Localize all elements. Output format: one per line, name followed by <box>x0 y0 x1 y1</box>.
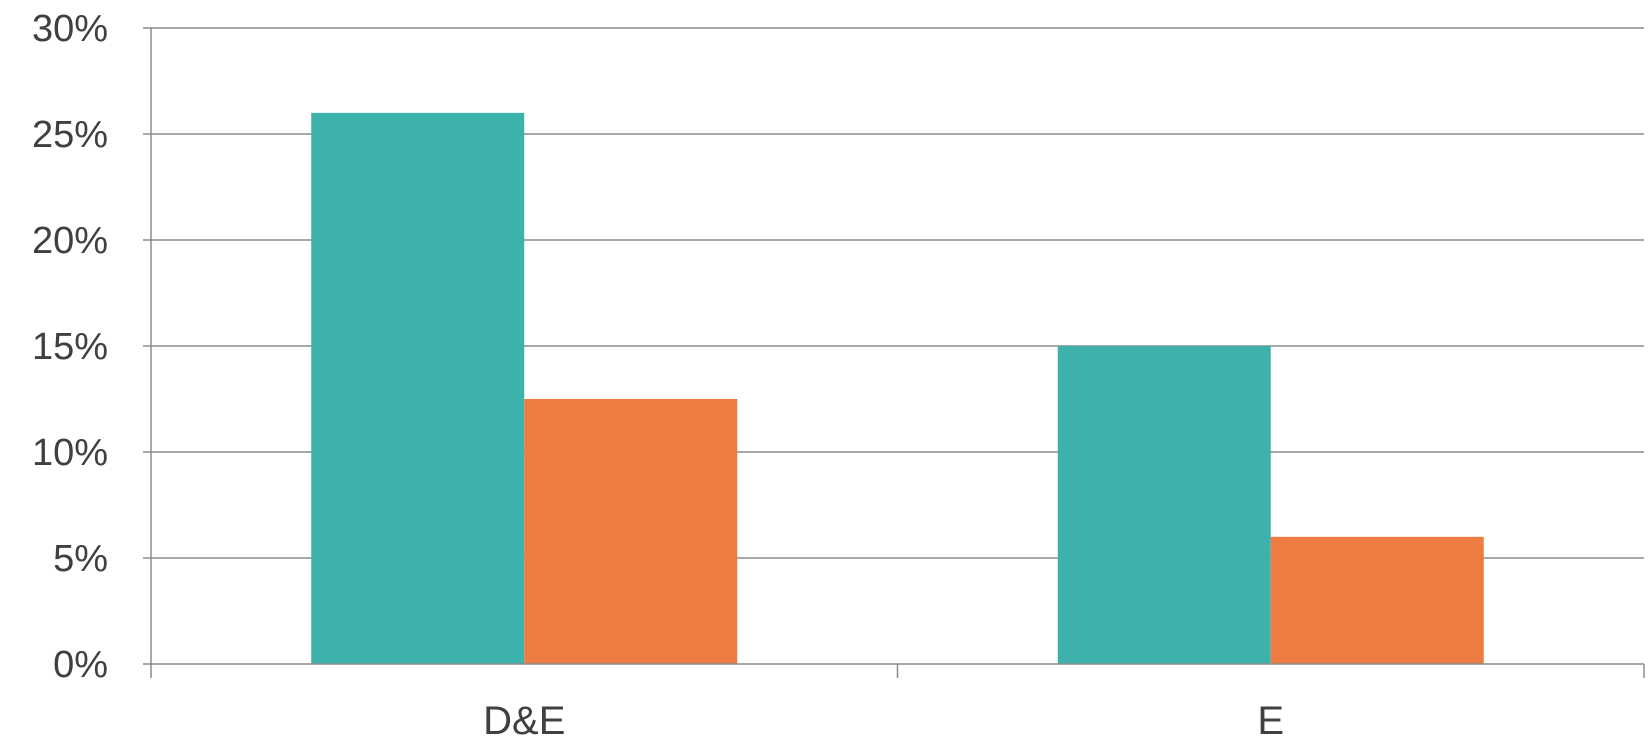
y-tick-label: 25% <box>32 114 108 156</box>
x-axis-category-labels: D&E E <box>483 699 1284 741</box>
x-category-label: D&E <box>483 699 565 741</box>
bar-1-series-2 <box>524 399 738 664</box>
x-category-label: E <box>1257 699 1284 741</box>
bar-2-series-1 <box>1057 346 1271 664</box>
y-tick-label: 5% <box>53 538 108 580</box>
y-tick-label: 30% <box>32 8 108 50</box>
axes <box>143 27 1645 678</box>
bar-1-series-1 <box>311 112 525 665</box>
y-tick-label: 20% <box>32 220 108 262</box>
y-tick-label: 15% <box>32 326 108 368</box>
y-tick-label: 0% <box>53 644 108 686</box>
y-tick-label: 10% <box>32 432 108 474</box>
y-axis-tick-labels: 0% 5% 10% 15% 20% 25% 30% <box>32 8 108 686</box>
bars <box>311 112 1484 665</box>
bar-2-series-2 <box>1270 536 1484 664</box>
